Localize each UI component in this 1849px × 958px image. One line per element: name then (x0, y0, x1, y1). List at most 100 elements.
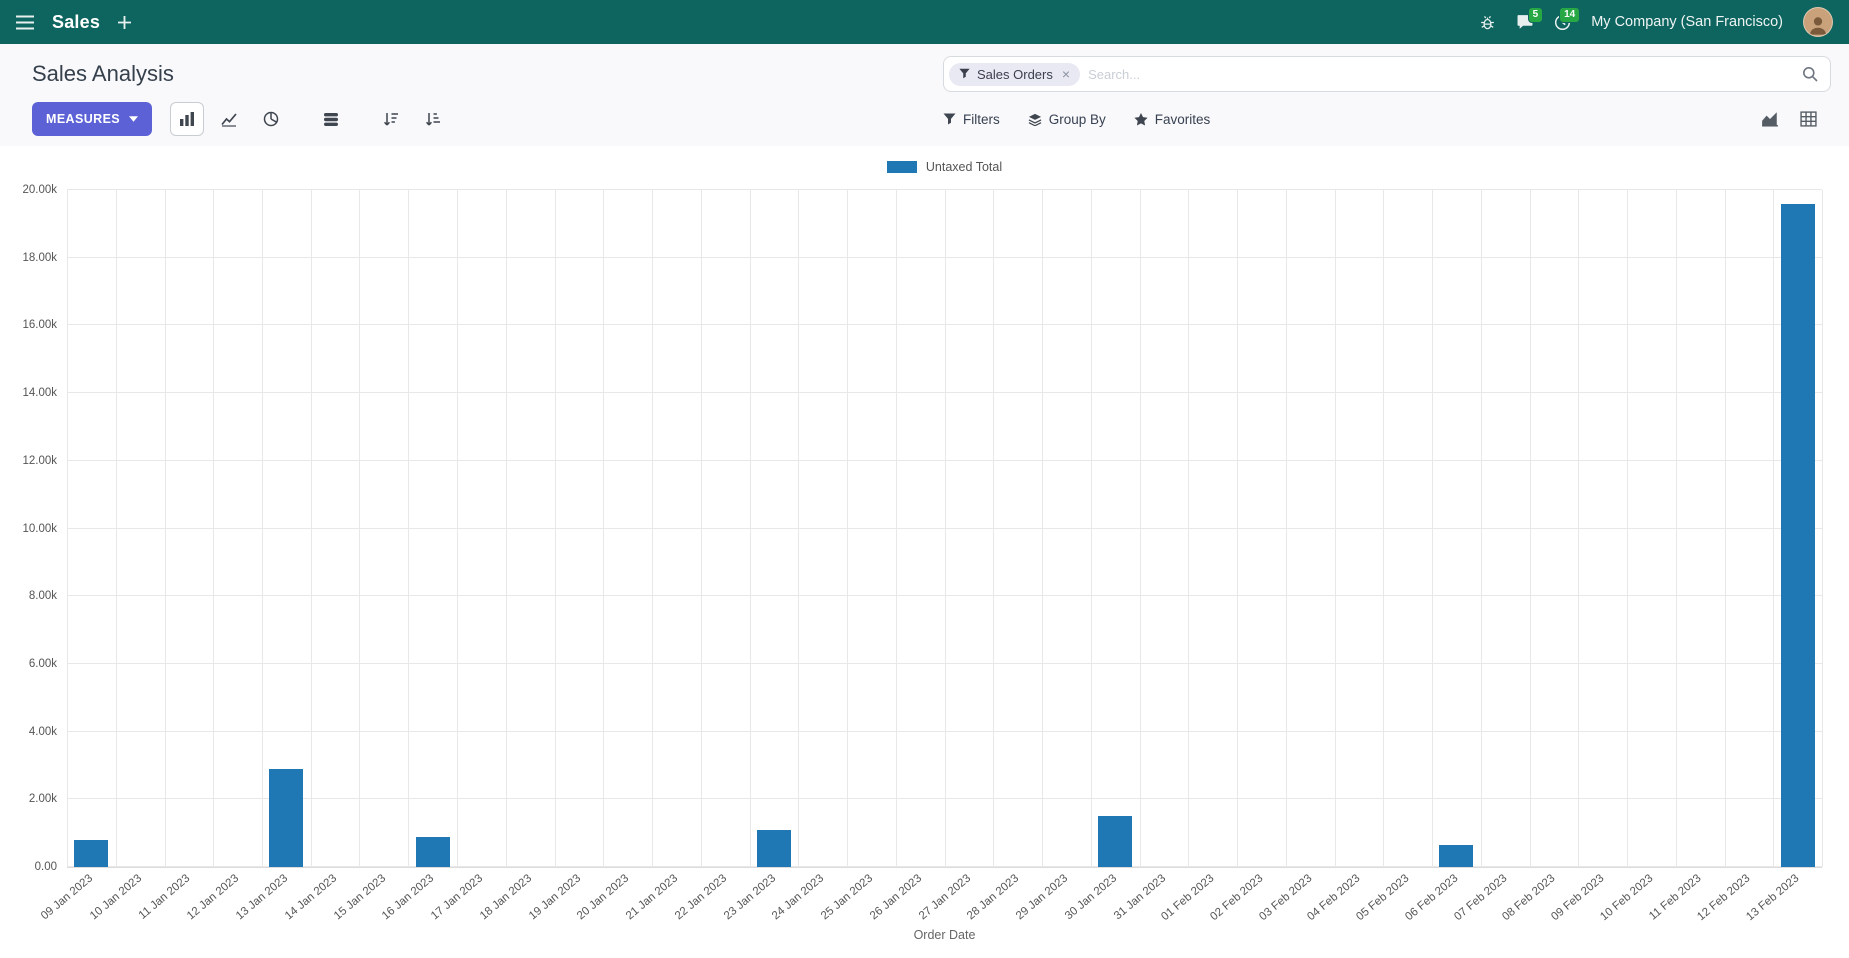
group-by-button[interactable]: Group By (1028, 112, 1106, 127)
x-tick-label: 15 Jan 2023 (331, 872, 388, 923)
sort-desc-icon[interactable] (374, 102, 408, 136)
gridline-vertical (1236, 190, 1238, 867)
chart-bar[interactable] (415, 836, 450, 867)
x-tick-label: 07 Feb 2023 (1451, 872, 1509, 924)
chart-bar[interactable] (1439, 845, 1474, 867)
gridline-horizontal (67, 595, 1822, 597)
chart-bar[interactable] (756, 829, 791, 867)
y-tick-label: 0.00 (34, 861, 57, 873)
gridline-vertical (1188, 190, 1190, 867)
gridline-vertical (700, 190, 702, 867)
measures-button[interactable]: MEASURES (32, 102, 153, 136)
legend-label: Untaxed Total (925, 160, 1003, 174)
chart-bar[interactable] (269, 768, 304, 867)
x-tick-label: 06 Feb 2023 (1403, 872, 1461, 924)
x-tick-label: 08 Feb 2023 (1500, 872, 1558, 924)
gridline-vertical (1627, 190, 1628, 867)
gridline-vertical (1578, 190, 1580, 867)
gridline-vertical (1334, 190, 1336, 867)
y-tick-label: 6.00k (28, 657, 57, 670)
chart-bar[interactable] (1780, 203, 1815, 867)
chart-bar[interactable] (74, 839, 109, 867)
x-tick-label: 25 Jan 2023 (819, 872, 876, 923)
x-tick-label: 01 Feb 2023 (1159, 872, 1217, 924)
x-tick-label: 26 Jan 2023 (867, 872, 924, 923)
line-chart-icon[interactable] (212, 102, 246, 136)
navbar-left: Sales (16, 11, 132, 33)
x-tick-label: 20 Jan 2023 (575, 872, 632, 923)
x-tick-label: 04 Feb 2023 (1305, 872, 1363, 924)
y-tick-label: 2.00k (28, 793, 57, 806)
chart-region: Untaxed Total 0.00 2.00k 4.00k 6.00k 8.00k 10… (0, 146, 1849, 948)
gridline-vertical (1529, 190, 1531, 867)
gridline-vertical (164, 190, 166, 867)
gridline-vertical (262, 190, 263, 867)
search-bar[interactable]: Sales Orders × (943, 56, 1831, 92)
gridline-vertical (1822, 190, 1823, 867)
control-panel-bottom-row: MEASURES (18, 102, 1831, 136)
avatar[interactable] (1803, 7, 1833, 37)
view-switcher (1753, 102, 1825, 136)
x-tick-label: 16 Jan 2023 (380, 872, 437, 923)
bug-icon[interactable] (1479, 14, 1496, 31)
search-input[interactable] (1088, 66, 1794, 82)
x-tick-label: 24 Jan 2023 (770, 872, 827, 923)
search-facet-label: Sales Orders (977, 66, 1053, 82)
gridline-vertical (67, 190, 68, 867)
gridline-vertical (895, 190, 897, 867)
chart-plot-area: 0.00 2.00k 4.00k 6.00k 8.00k 10.00k 12.00k 14.0… (22, 184, 1823, 873)
y-tick-label: 10.00k (22, 522, 57, 535)
y-tick-label: 20.00k (22, 184, 57, 196)
favorites-button[interactable]: Favorites (1134, 112, 1210, 127)
pie-chart-icon[interactable] (254, 102, 288, 136)
search-icon[interactable] (1802, 66, 1818, 82)
y-tick-label: 8.00k (28, 590, 57, 603)
menu-icon[interactable] (16, 15, 34, 30)
activity-button[interactable]: 14 (1554, 6, 1581, 31)
search-facet[interactable]: Sales Orders × (949, 62, 1081, 86)
company-switcher[interactable]: My Company (San Francisco) (1591, 14, 1783, 30)
x-tick-label: 12 Jan 2023 (185, 872, 242, 923)
x-tick-label: 18 Jan 2023 (477, 872, 534, 923)
gridline-horizontal (67, 256, 1822, 258)
messages-button[interactable]: 5 (1516, 7, 1544, 30)
stacked-toggle (314, 102, 348, 136)
gridline-horizontal (67, 798, 1822, 800)
view-controls: MEASURES (32, 102, 927, 136)
gridline-vertical (1383, 190, 1385, 867)
area-view-icon[interactable] (1753, 102, 1787, 136)
gridline-vertical (457, 190, 458, 867)
chart-legend[interactable]: Untaxed Total (67, 158, 1822, 176)
control-panel-top-row: Sales Analysis Sales Orders × (18, 56, 1831, 92)
plus-icon[interactable] (118, 15, 132, 29)
x-tick-label: 11 Jan 2023 (137, 872, 193, 922)
filter-menu-group: Filters Group By Favorites (943, 112, 1210, 127)
x-tick-label: 13 Feb 2023 (1744, 872, 1802, 924)
remove-facet-icon[interactable]: × (1061, 66, 1071, 82)
messages-badge: 5 (1527, 7, 1544, 23)
gridline-vertical (359, 190, 361, 867)
filters-button[interactable]: Filters (943, 112, 1000, 127)
chart-bar[interactable] (1098, 816, 1133, 867)
navbar-right: 5 14 My Company (San Francisco) (1479, 6, 1833, 37)
filters-label: Filters (963, 111, 1000, 127)
x-axis-labels: 09 Jan 2023 10 Jan 2023 11 Jan 2023 12 Jan … (39, 868, 1822, 926)
x-tick-label: 30 Jan 2023 (1062, 872, 1119, 923)
bar-chart-icon[interactable] (170, 102, 205, 136)
x-tick-label: 10 Feb 2023 (1598, 872, 1656, 924)
group-by-icon (1028, 113, 1042, 126)
gridline-vertical (993, 190, 995, 867)
chart-type-buttons (170, 102, 288, 136)
x-tick-label: 21 Jan 2023 (624, 872, 681, 923)
stacked-icon[interactable] (314, 102, 348, 136)
gridline-vertical (1090, 190, 1092, 867)
gridline-vertical (310, 190, 312, 867)
pivot-view-icon[interactable] (1791, 102, 1825, 136)
gridline-vertical (651, 190, 653, 867)
app-name[interactable]: Sales (52, 11, 101, 32)
y-tick-label: 18.00k (22, 251, 57, 264)
gridline-vertical (1773, 190, 1775, 867)
sort-asc-icon[interactable] (416, 102, 450, 136)
y-tick-label: 16.00k (22, 319, 57, 332)
gridline-horizontal (67, 324, 1822, 326)
